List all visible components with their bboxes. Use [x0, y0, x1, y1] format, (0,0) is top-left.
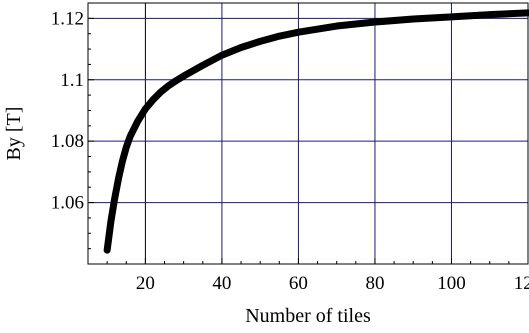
- x-tick-label: 20: [136, 273, 155, 294]
- y-tick-label: 1.06: [51, 193, 84, 214]
- x-tick-label: 80: [365, 273, 384, 294]
- ticks: 20 40 60 80 100 120 1.06 1.08 1.1 1.12: [51, 2, 529, 294]
- x-tick-label: 100: [437, 273, 466, 294]
- x-axis-title: Number of tiles: [245, 305, 371, 327]
- series-line: [103, 9, 529, 254]
- plot-frame: [87, 2, 529, 265]
- y-tick-label: 1.1: [60, 70, 84, 91]
- y-axis-title: By [T]: [3, 107, 25, 161]
- grid: [88, 3, 529, 264]
- y-tick-label: 1.08: [51, 131, 84, 152]
- x-tick-label: 60: [289, 273, 308, 294]
- x-tick-label: 120: [514, 273, 529, 294]
- y-tick-label: 1.12: [51, 8, 84, 29]
- x-tick-label: 40: [212, 273, 231, 294]
- series-layer: [103, 9, 529, 254]
